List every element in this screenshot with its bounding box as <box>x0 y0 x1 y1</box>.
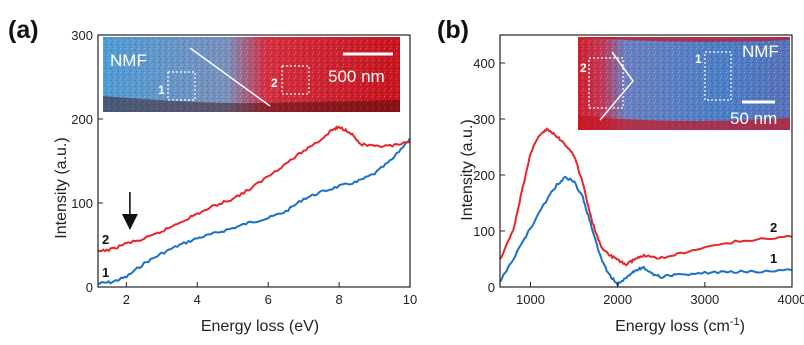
panel-b-axes: 1000 2000 3000 4000 0 100 200 300 400 <box>473 34 804 307</box>
panel-a-curve-label-1: 1 <box>102 265 109 280</box>
panel-a-axes-frame <box>97 34 411 288</box>
panel-a-region-box-2 <box>281 65 310 95</box>
panel-a-series-2-line <box>97 125 411 253</box>
panel-b: (b) 2 1 NMF 50 nm 1000 2000 3000 4000 0 100 20… <box>437 16 804 335</box>
panel-a-label: (a) <box>8 16 39 44</box>
panel-b-ytick-label: 100 <box>473 224 495 239</box>
panel-a-ytick-label: 200 <box>71 112 93 127</box>
panel-b-scalebar-label: 50 nm <box>730 109 777 128</box>
panel-b-region-label-1: 1 <box>695 52 702 66</box>
panel-b-xtick-label: 3000 <box>690 292 719 307</box>
panel-b-xlabel-main: Energy loss (cm <box>615 318 730 335</box>
panel-b-ytick-label: 0 <box>488 280 495 295</box>
panel-a-inset-title: NMF <box>110 51 147 70</box>
panel-b-series-2-line <box>499 127 793 267</box>
panel-b-region-label-2: 2 <box>580 61 587 75</box>
panel-a-curve-label-2: 2 <box>102 232 109 247</box>
panel-a-xtick-label: 2 <box>123 292 130 307</box>
panel-a-xlabel: Energy loss (eV) <box>201 318 319 335</box>
panel-a-region-box-1 <box>167 71 196 101</box>
panel-b-curve-label-1: 1 <box>770 251 777 266</box>
panel-b-ytick-label: 300 <box>473 112 495 127</box>
panel-a-series-1-line <box>98 137 411 285</box>
panel-b-xtick-label: 4000 <box>778 292 804 307</box>
panel-b-region-box-2 <box>588 57 624 109</box>
panel-a-interface-line <box>189 47 271 107</box>
panel-b-xtick-label: 2000 <box>603 292 632 307</box>
panel-b-interface-line <box>599 51 634 121</box>
panel-a-xtick-label: 8 <box>335 292 342 307</box>
panel-b-region-box-1 <box>704 51 732 101</box>
panel-b-series <box>499 127 793 288</box>
panel-a-scalebar-label: 500 nm <box>328 67 385 86</box>
panel-b-ylabel: Intensity (a.u.) <box>459 119 476 220</box>
panel-a-series <box>97 125 411 285</box>
panel-a-region-label-1: 1 <box>158 83 165 97</box>
panel-b-label: (b) <box>437 16 469 44</box>
panel-b-ytick-label: 400 <box>473 56 495 71</box>
panel-a-xtick-label: 6 <box>265 292 272 307</box>
panel-b-ytick-label: 200 <box>473 168 495 183</box>
panel-a-ytick-label: 100 <box>71 196 93 211</box>
panel-b-xlabel: Energy loss (cm-1) <box>615 316 745 335</box>
panel-a-xtick-label: 10 <box>403 292 417 307</box>
panel-b-inset-title: NMF <box>742 42 779 61</box>
panel-b-xlabel-end: ) <box>740 318 745 335</box>
panel-a-ytick-label: 0 <box>86 280 93 295</box>
panel-a-xtick-label: 4 <box>194 292 201 307</box>
panel-b-axes-frame <box>499 34 793 288</box>
panel-b-xtick-label: 1000 <box>516 292 545 307</box>
panel-b-inset: 2 1 NMF 50 nm <box>578 37 790 130</box>
panel-a-region-label-2: 2 <box>271 76 278 90</box>
panel-a-ylabel: Intensity (a.u.) <box>53 137 70 238</box>
panel-b-curve-label-2: 2 <box>770 220 777 235</box>
panel-b-series-1-line <box>499 175 793 288</box>
panel-a-ytick-label: 300 <box>71 28 93 43</box>
panel-b-xlabel-sup: -1 <box>730 316 740 328</box>
panel-a-inset: 1 2 NMF 500 nm <box>103 37 400 112</box>
